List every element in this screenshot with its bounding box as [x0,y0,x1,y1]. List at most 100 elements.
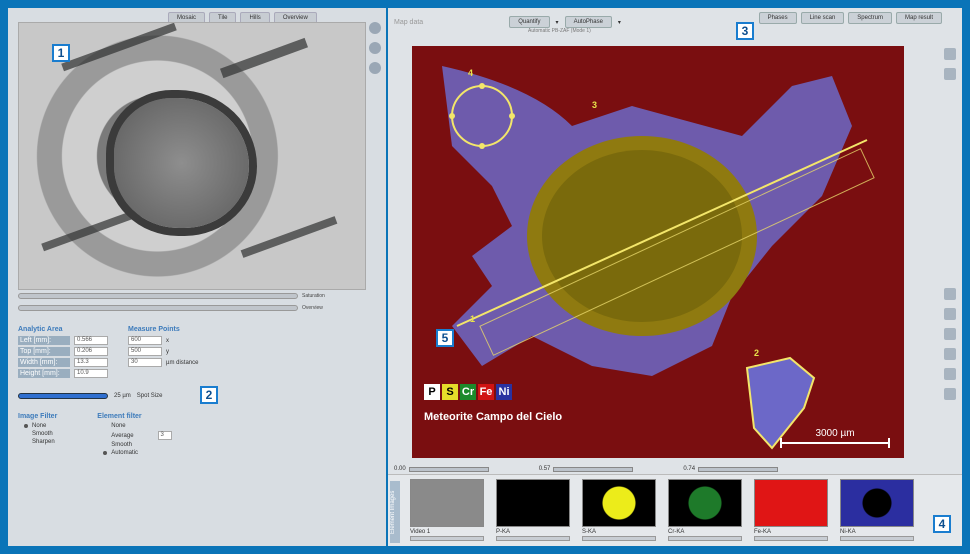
range-2[interactable]: 0.57 [539,466,634,472]
overview-slider[interactable]: Overview [18,304,323,312]
range-sliders: 0.00 0.57 0.74 [394,466,779,472]
ni-region-small [747,358,814,448]
histogram-icon[interactable] [944,288,956,300]
scale-bar: 3000 µm [780,428,890,448]
unit-distance: µm distance [166,359,199,366]
palette-icon[interactable] [944,308,956,320]
triangle-icon[interactable] [944,328,956,340]
range-track[interactable] [698,466,779,472]
thumb-label: Fe-KA [754,529,772,535]
option-label: Automatic [111,450,138,456]
thumb-s-ka[interactable]: S-KA [582,479,656,541]
element-map[interactable]: 4 3 1 2 P S Cr Fe Ni Meteorite Campo del… [412,46,904,458]
spot-size-row: 25 µm Spot Size [18,393,162,399]
image-filter: Image Filter None Smooth Sharpen [18,413,57,456]
image-filter-sharpen[interactable]: Sharpen [24,439,57,445]
quantify-dropdown-icon[interactable]: ▾ [555,19,559,26]
points-y-input[interactable]: 500 [128,347,162,356]
magnifier-icon[interactable] [944,348,956,360]
analytic-area: Analytic Area Left [mm]: 0.566 Top [mm]: 0… [18,326,108,380]
thumb-slider[interactable] [582,536,656,541]
line-scan-button[interactable]: Line scan [800,12,845,24]
right-panel: Map data Quantify ▾ AutoPhase ▾ Automati… [388,8,962,546]
view-buttons: Phases Line scan Spectrum Map result [758,12,942,24]
thumb-slider[interactable] [668,536,742,541]
element-filter-average[interactable]: Average 3 [103,431,172,440]
option-label: Sharpen [32,439,55,445]
range-track[interactable] [408,466,489,472]
marker-4[interactable]: 4 [468,68,474,78]
width-input[interactable]: 13.3 [74,358,108,367]
zoom-icon[interactable] [369,22,381,34]
range-track[interactable] [553,466,634,472]
thumb-image[interactable] [840,479,914,527]
zoom-icon[interactable] [944,48,956,60]
map-result-button[interactable]: Map result [895,12,942,24]
thumb-cr-ka[interactable]: Cr-KA [668,479,742,541]
element-filter-none[interactable]: None [103,423,171,429]
thumb-label: Ni-KA [840,529,856,535]
average-stepper[interactable]: 3 [157,431,172,440]
fe-core-inner [542,150,742,322]
thumb-image[interactable] [754,479,828,527]
spectrum-button[interactable]: Spectrum [848,12,892,24]
microscope-image[interactable] [18,22,366,290]
thumb-image[interactable] [582,479,656,527]
pen-icon[interactable] [944,368,956,380]
thumb-slider[interactable] [840,536,914,541]
thumb-ni-ka[interactable]: Ni-KA [840,479,914,541]
phases-button[interactable]: Phases [758,12,797,24]
height-input[interactable]: 10.9 [74,369,108,378]
distance-input[interactable]: 30 [128,358,162,367]
marker-1[interactable]: 1 [470,314,476,324]
image-filter-none[interactable]: None [24,423,57,429]
measure-points-title: Measure Points [128,326,180,333]
thumb-slider[interactable] [410,536,484,541]
slider-track[interactable] [18,293,298,299]
radio-dot [24,432,28,436]
option-label: None [111,423,126,429]
folder-icon[interactable] [944,68,956,80]
spot-size-slider[interactable] [18,393,108,399]
spot-size-value: 25 µm [114,393,131,399]
line-scan-box [479,148,875,356]
element-filter: Element filter None Average 3 Smooth Auto… [97,413,172,456]
map-data-label: Map data [394,18,424,26]
thumb-label: Cr-KA [668,529,685,535]
callout-5: 5 [436,329,454,347]
thumb-label: Video 1 [410,529,431,535]
element-filter-automatic[interactable]: Automatic [103,450,171,456]
points-x-input[interactable]: 600 [128,336,162,345]
thumb-fe-ka[interactable]: Fe-KA [754,479,828,541]
grid-icon[interactable] [369,62,381,74]
info-icon[interactable] [944,388,956,400]
roi-point [449,113,455,119]
pan-icon[interactable] [369,42,381,54]
thumb-image[interactable] [496,479,570,527]
thumb-image[interactable] [668,479,742,527]
thumb-image[interactable] [410,479,484,527]
left-input[interactable]: 0.566 [74,336,108,345]
range-1[interactable]: 0.00 [394,466,489,472]
thumb-slider[interactable] [496,536,570,541]
marker-3[interactable]: 3 [592,100,598,110]
thumb-p-ka[interactable]: P-KA [496,479,570,541]
chip-cr: Cr [460,384,476,400]
measure-points: Measure Points 600 x 500 y 30 µm distance [128,326,198,380]
thumb-slider[interactable] [754,536,828,541]
element-filter-title: Element filter [97,413,142,420]
callout-4: 4 [933,515,951,533]
slider-track[interactable] [18,305,298,311]
image-filter-smooth[interactable]: Smooth [24,431,57,437]
thumb-video[interactable]: Video 1 [410,479,484,541]
chip-fe: Fe [478,384,494,400]
marker-2[interactable]: 2 [754,348,760,358]
element-filter-smooth[interactable]: Smooth [103,442,171,448]
range-3[interactable]: 0.74 [683,466,779,472]
quantify-button[interactable]: Quantify [509,16,550,28]
saturation-slider[interactable]: Saturation [18,292,325,300]
autophase-dropdown-icon[interactable]: ▾ [617,19,621,26]
radio-dot [24,424,28,428]
autophase-button[interactable]: AutoPhase [564,16,612,28]
top-input[interactable]: 0.206 [74,347,108,356]
